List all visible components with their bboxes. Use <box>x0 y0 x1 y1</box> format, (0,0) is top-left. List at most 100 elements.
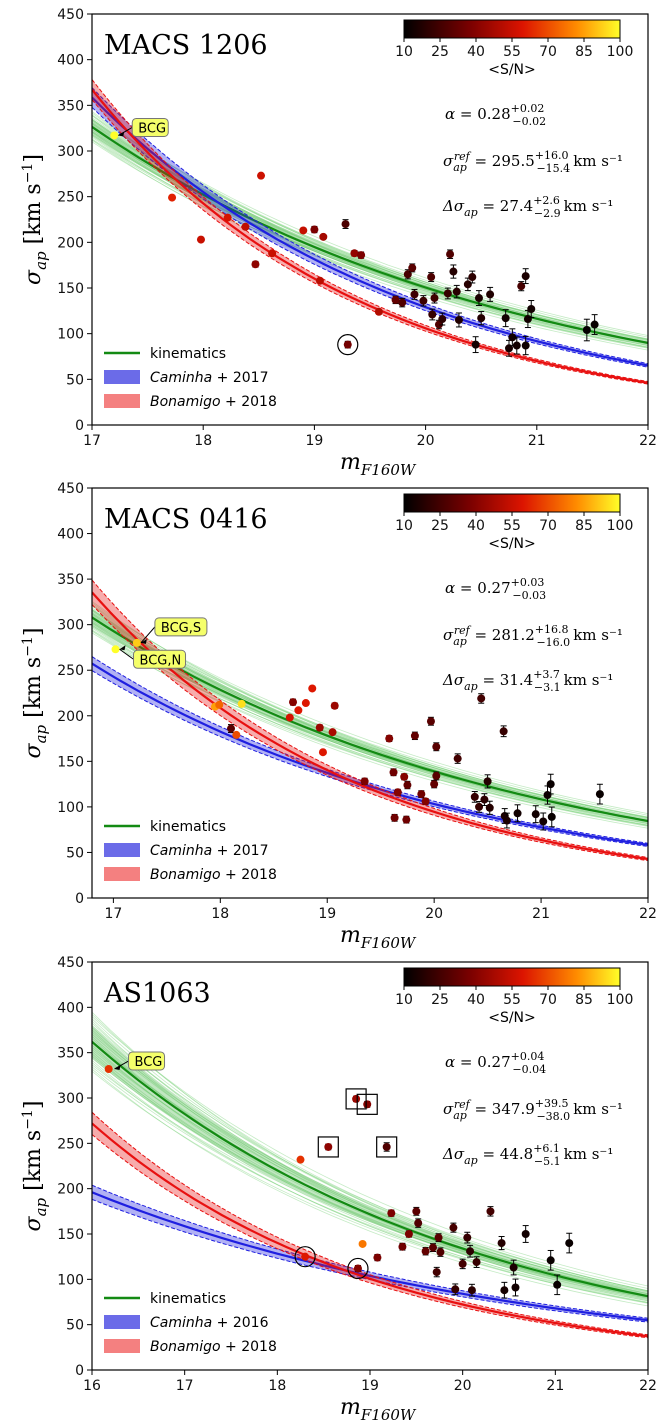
data-point <box>443 289 452 298</box>
data-point <box>502 816 511 825</box>
y-axis-label: σap [km s−1] <box>20 154 50 285</box>
data-point <box>539 817 548 826</box>
bcg-label-box <box>128 1051 166 1071</box>
y-tick-label: 0 <box>75 891 84 907</box>
outlier-square-marker <box>356 1093 378 1115</box>
series-caminha-line <box>92 662 648 846</box>
kinematics-sample-line <box>92 622 648 827</box>
legend-swatch-box <box>104 1315 140 1329</box>
data-point <box>393 788 402 797</box>
kinematics-sample-line <box>92 1022 648 1292</box>
colorbar-tick-label: 40 <box>467 992 485 1008</box>
series-bonamigo-line <box>92 1122 648 1338</box>
kinematics-sample-line <box>92 1018 648 1292</box>
data-point <box>517 282 526 291</box>
x-tick-label: 18 <box>268 1378 286 1394</box>
y-tick-label: 250 <box>57 1136 84 1152</box>
x-tick-label: 20 <box>454 1378 472 1394</box>
data-point <box>531 810 540 819</box>
kinematics-sample-line <box>92 1051 648 1301</box>
kinematics-sample-line <box>92 131 648 347</box>
y-axis-label: σap [km s−1] <box>20 1101 50 1232</box>
param-delta-sigma: Δσap = 44.8+6.1 −5.1 km s⁻¹ <box>442 1142 613 1168</box>
x-tick-label: 19 <box>361 1378 379 1394</box>
series-bonamigo-lower-dashed <box>92 1134 648 1339</box>
data-point <box>595 790 604 799</box>
data-point <box>501 314 510 323</box>
bcg-arrowhead <box>114 1064 121 1070</box>
y-tick-label: 150 <box>57 754 84 770</box>
data-point <box>363 1100 372 1109</box>
bcg-label-box <box>154 617 208 637</box>
kinematics-sample-line <box>92 1055 648 1298</box>
kinematics-sample-line <box>92 126 648 340</box>
data-point <box>357 251 366 260</box>
plot-area <box>92 1011 648 1339</box>
data-point <box>315 276 324 285</box>
kinematics-sample-line <box>92 1031 648 1292</box>
y-tick-label: 150 <box>57 1227 84 1243</box>
data-point <box>387 1209 396 1218</box>
data-point <box>301 1252 310 1261</box>
x-axis-label: mF160W <box>340 923 417 952</box>
y-tick-label: 300 <box>57 1091 84 1107</box>
panel-title: MACS 1206 <box>104 30 268 61</box>
bcg-arrowhead <box>119 645 126 651</box>
y-tick-label: 0 <box>75 418 84 434</box>
data-point <box>318 748 327 757</box>
series-caminha-upper-dashed <box>92 1184 648 1319</box>
data-point <box>474 294 483 303</box>
data-point <box>241 222 250 231</box>
data-point <box>419 296 428 305</box>
series-bonamigo-upper-dashed <box>92 579 648 858</box>
kinematics-sample-line <box>92 117 648 340</box>
legend-swatch-box <box>104 394 140 408</box>
colorbar <box>403 493 621 513</box>
bcg-arrowhead <box>118 131 125 137</box>
data-point <box>385 734 394 743</box>
y-tick-label: 450 <box>57 955 84 971</box>
bcg-arrowhead <box>140 638 147 644</box>
y-tick-label: 50 <box>66 1318 84 1334</box>
kinematics-sample-line <box>92 139 648 351</box>
colorbar-tick-label: 40 <box>467 44 485 60</box>
outlier-circle-marker <box>347 1257 369 1280</box>
data-point <box>590 320 599 329</box>
kinematics-sample-line <box>92 1064 648 1299</box>
y-tick-label: 200 <box>57 1182 84 1198</box>
data-point <box>454 315 463 324</box>
data-point <box>237 699 246 708</box>
legend-label: Bonamigo + 2018 <box>150 1339 277 1355</box>
kinematics-sample-line <box>92 613 648 819</box>
kinematics-sample-line <box>92 135 648 349</box>
colorbar <box>403 967 621 987</box>
data-point <box>412 1207 421 1216</box>
param-alpha: α = 0.28+0.02 −0.02 <box>445 102 546 128</box>
kinematics-sample-line <box>92 122 648 340</box>
y-tick-label: 150 <box>57 281 84 297</box>
data-point <box>294 706 303 715</box>
y-tick-label: 100 <box>57 1272 84 1288</box>
colorbar-label: <S/N> <box>488 1010 536 1026</box>
data-point <box>430 780 439 789</box>
y-tick-label: 100 <box>57 800 84 816</box>
data-point <box>391 295 400 304</box>
colorbar-tick-label: 55 <box>503 992 521 1008</box>
data-point <box>463 1233 472 1242</box>
kinematics-sample-line <box>92 630 648 829</box>
colorbar-tick-label: 10 <box>395 44 413 60</box>
data-point <box>485 803 494 812</box>
series-kinematics-line <box>92 125 648 344</box>
data-point <box>232 730 241 739</box>
panel-title: AS1063 <box>103 978 211 1009</box>
colorbar-tick-label: 100 <box>607 992 634 1008</box>
param-alpha: α = 0.27+0.03 −0.03 <box>445 576 546 602</box>
data-point <box>402 815 411 824</box>
legend-label: Caminha + 2017 <box>150 843 268 859</box>
x-axis-label: mF160W <box>340 1395 417 1421</box>
panel-macs-1206: BCG 0 50 100 150 200 250 300 350 400 450 17 18 19 20 21… <box>20 7 657 479</box>
y-tick-label: 200 <box>57 709 84 725</box>
data-point <box>315 723 324 732</box>
data-point <box>432 742 441 751</box>
kinematics-sample-line <box>92 1016 648 1287</box>
